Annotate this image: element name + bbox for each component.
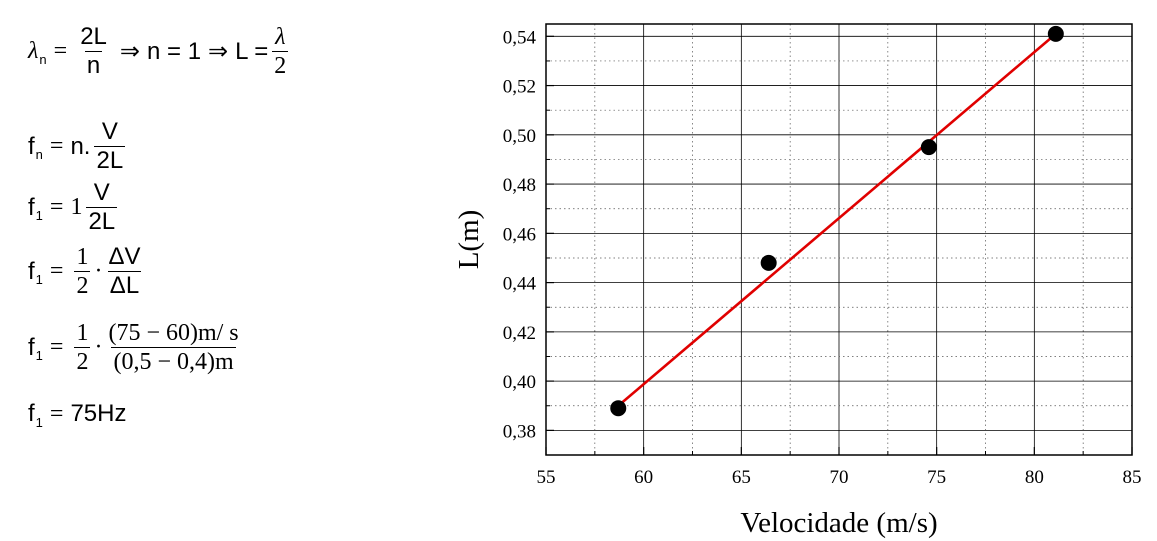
equals-sign: =: [49, 400, 64, 427]
frequency-symbol: f: [28, 400, 35, 427]
equals-sign: =: [49, 258, 64, 284]
data-point: [1047, 25, 1064, 42]
numerator: V: [93, 179, 110, 206]
frequency-symbol: f: [28, 257, 35, 285]
equation-2: f n = n. V 2L: [28, 119, 129, 174]
subscript: 1: [35, 414, 43, 430]
y-tick-label: 0,46: [503, 224, 536, 245]
denominator: 2: [74, 347, 91, 375]
equation-5: f 1 = 1 2 · (75 − 60)m/ s (0,5 − 0,4)m: [28, 320, 245, 375]
x-tick-label: 85: [1123, 467, 1142, 488]
x-axis-label: Velocidade (m/s): [740, 507, 937, 539]
prefix-text: 1: [70, 194, 83, 220]
y-tick-label: 0,40: [503, 372, 536, 393]
y-axis-label: L(m): [453, 210, 485, 270]
x-tick-label: 60: [634, 467, 653, 488]
frequency-symbol: f: [28, 193, 35, 221]
fit-line: [617, 32, 1057, 407]
x-tick-label: 80: [1025, 467, 1044, 488]
x-tick-label: 70: [830, 467, 849, 488]
fraction: ΔV ΔL: [106, 244, 142, 299]
y-tick-label: 0,54: [503, 27, 537, 48]
data-points: [610, 25, 1064, 417]
lhs-text: L =: [235, 37, 269, 65]
frequency-symbol: f: [28, 132, 35, 160]
fraction: V 2L: [86, 179, 118, 235]
data-point: [920, 139, 937, 156]
implies-arrow: ⇒: [119, 39, 140, 65]
multiply-dot: ·: [94, 258, 103, 284]
numerator: (75 − 60)m/ s: [108, 320, 239, 346]
ticks: 55 60 65 70 75 80 85 0,38 0,40 0,42 0,44 0,46 0,48 0,…: [503, 27, 1142, 488]
numerator: 1: [76, 320, 89, 346]
numerator: ΔV: [108, 243, 141, 270]
equals-sign: =: [53, 38, 68, 64]
implies-arrow: ⇒: [208, 39, 229, 65]
data-point: [610, 400, 627, 417]
subscript: n: [35, 147, 43, 162]
denominator: 2L: [86, 207, 118, 235]
fraction: λ 2: [272, 24, 289, 79]
y-tick-label: 0,50: [503, 126, 536, 147]
prefix-text: n.: [70, 132, 91, 160]
fraction: V 2L: [94, 118, 126, 174]
numerator: 2L: [80, 23, 107, 50]
subscript: 1: [35, 208, 43, 223]
grid: [546, 24, 1132, 455]
numerator: V: [101, 118, 118, 145]
denominator: n: [84, 51, 103, 79]
y-tick-label: 0,44: [503, 274, 537, 295]
denominator: 2: [74, 271, 91, 299]
numerator: λ: [275, 24, 286, 50]
equals-sign: =: [49, 133, 64, 159]
fraction: 1 2: [74, 244, 91, 299]
equation-4: f 1 = 1 2 · ΔV ΔL: [28, 244, 147, 299]
y-tick-label: 0,48: [503, 175, 536, 196]
subscript-n: n: [39, 52, 47, 67]
equals-sign: =: [49, 194, 64, 220]
condition-text: n = 1: [147, 37, 202, 65]
fit-line-group: [617, 32, 1057, 407]
fraction: 2L n: [78, 24, 109, 79]
result-text: 75Hz: [70, 400, 127, 427]
frequency-symbol: f: [28, 333, 35, 361]
fraction: 1 2: [74, 320, 91, 375]
y-tick-label: 0,52: [503, 77, 536, 98]
y-tick-label: 0,42: [503, 323, 536, 344]
equation-6: f 1 = 75Hz: [28, 400, 127, 430]
equation-3: f 1 = 1 V 2L: [28, 180, 121, 235]
scatter-chart: 55 60 65 70 75 80 85 0,38 0,40 0,42 0,44 0,46 0,48 0,…: [453, 23, 1142, 539]
denominator: 2: [272, 51, 289, 79]
multiply-dot: ·: [94, 334, 103, 360]
denominator: 2L: [94, 146, 126, 174]
y-tick-label: 0,38: [503, 421, 536, 442]
equals-sign: =: [49, 334, 64, 360]
x-tick-label: 55: [537, 467, 556, 488]
denominator: ΔL: [107, 271, 142, 299]
lambda-symbol: λ: [28, 38, 39, 64]
equation-1: λ n = 2L n ⇒ n = 1 ⇒ L = λ 2: [28, 24, 292, 79]
subscript: 1: [35, 272, 43, 287]
numerator: 1: [76, 244, 89, 270]
x-tick-label: 65: [732, 467, 751, 488]
x-tick-label: 75: [927, 467, 946, 488]
data-point: [760, 254, 777, 271]
subscript: 1: [35, 348, 43, 363]
denominator: (0,5 − 0,4)m: [111, 347, 236, 375]
fraction: (75 − 60)m/ s (0,5 − 0,4)m: [106, 320, 240, 375]
